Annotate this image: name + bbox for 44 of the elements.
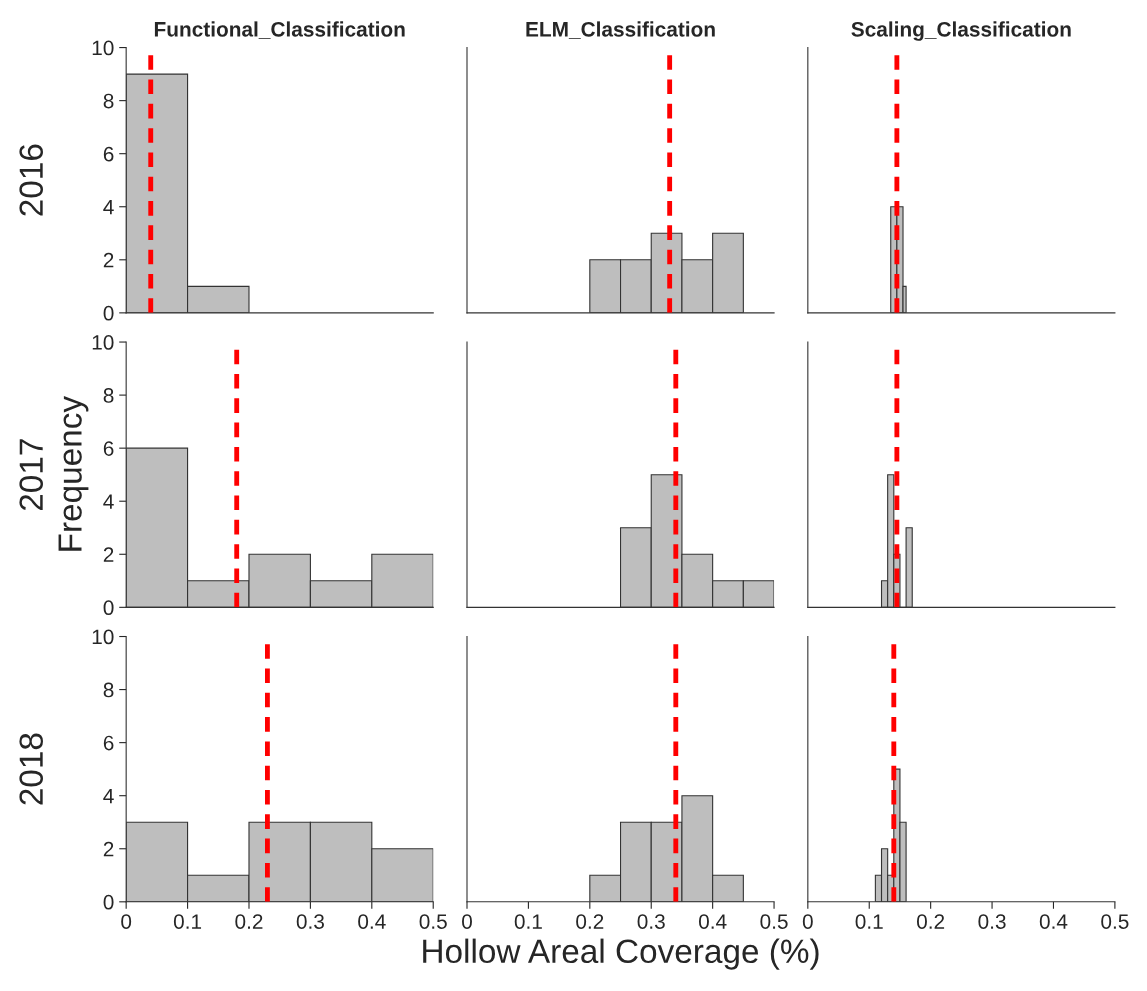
y-tick-label: 6 — [103, 735, 114, 751]
y-tick-label: 6 — [103, 146, 114, 162]
x-tick-label: 0.3 — [637, 914, 665, 929]
x-tick-label: 0.5 — [1101, 914, 1129, 929]
y-tick-label: 4 — [103, 494, 114, 509]
x-tick-label: 0.1 — [173, 914, 202, 929]
text: 2017 — [19, 439, 43, 511]
y-tick-label: 4 — [103, 199, 114, 215]
x-tick-label: 0.2 — [576, 914, 604, 929]
text: 2018 — [19, 733, 43, 805]
y-tick-label: 10 — [92, 629, 114, 645]
chart-title: Functional_Classification — [154, 21, 405, 39]
chart-title: ELM_Classification — [526, 21, 715, 39]
text: 2016 — [19, 144, 43, 216]
y-tick-label: 2 — [103, 547, 114, 562]
y-tick-label: 10 — [92, 335, 114, 350]
y-tick-label: 2 — [103, 252, 114, 268]
x-tick-label: 0 — [802, 914, 813, 929]
y-tick-label: 0 — [103, 600, 114, 616]
y-tick-label: 8 — [103, 388, 114, 403]
y-tick-label: 0 — [103, 305, 114, 321]
x-tick-label: 0.3 — [296, 914, 324, 929]
y-tick-label: 0 — [103, 894, 114, 910]
x-tick-label: 0.2 — [235, 914, 263, 929]
y-tick-label: 8 — [103, 93, 114, 109]
y-tick-label: 8 — [103, 682, 114, 698]
y-tick-label: 4 — [103, 788, 114, 804]
x-tick-label: 0 — [462, 914, 472, 929]
x-tick-label: 0.3 — [978, 914, 1006, 929]
x-tick-label: 0.4 — [358, 914, 386, 929]
x-tick-label: 0.5 — [419, 914, 447, 929]
chart-title: Scaling_Classification — [851, 21, 1071, 41]
x-tick-label: 0.1 — [514, 914, 542, 929]
x-tick-label: 0.1 — [855, 914, 883, 929]
y-tick-label: 2 — [103, 841, 114, 857]
x-axis-title: Hollow Areal Coverage (%) — [423, 938, 819, 970]
y-tick-label: 10 — [92, 40, 114, 56]
x-tick-label: 0 — [121, 914, 132, 929]
x-tick-label: 0.4 — [1039, 914, 1068, 929]
x-tick-label: 0.4 — [698, 914, 727, 929]
x-tick-label: 0.2 — [916, 914, 945, 929]
x-tick-label: 0.5 — [760, 914, 788, 929]
y-tick-label: 6 — [103, 441, 114, 456]
y-axis-title: Frequency — [58, 396, 89, 551]
